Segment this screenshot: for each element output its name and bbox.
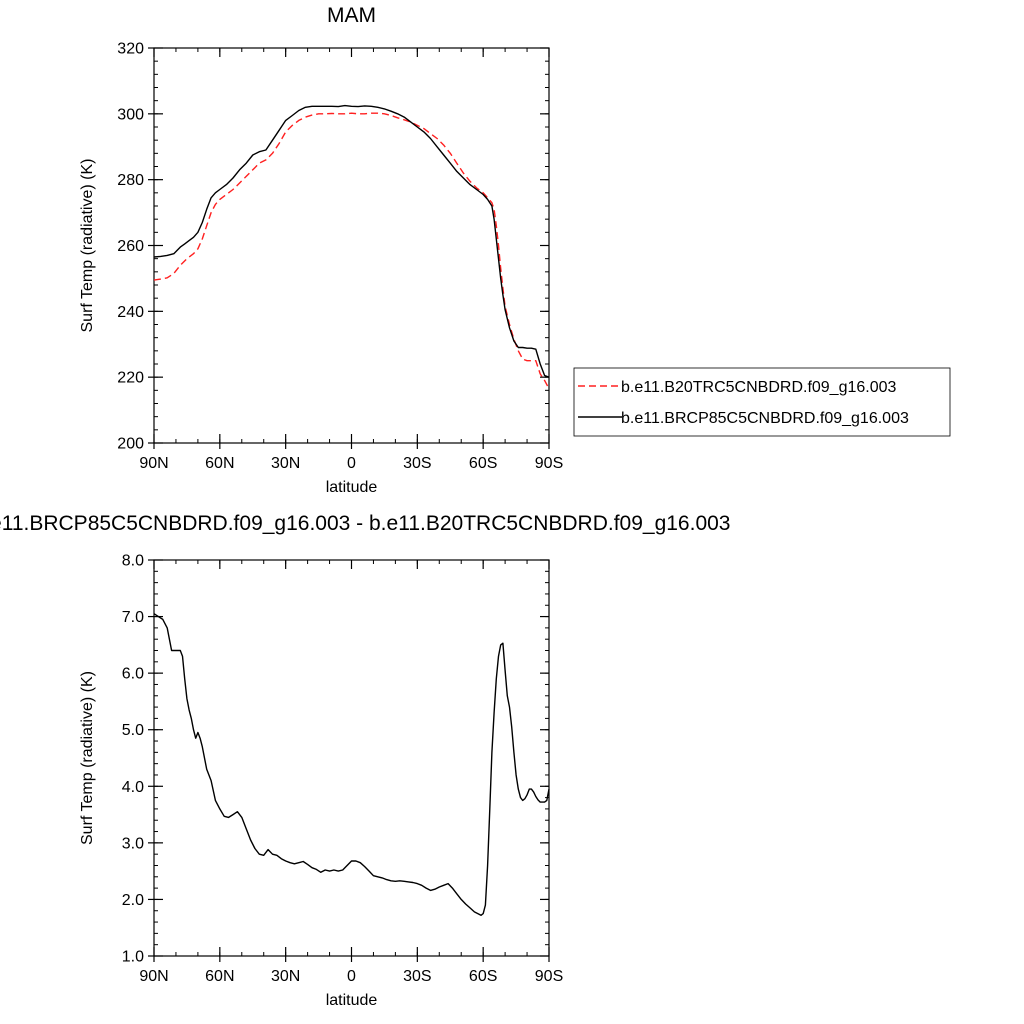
legend-box [573, 367, 951, 437]
y-tick-label: 220 [117, 370, 144, 387]
plot-frame [153, 559, 550, 957]
y-tick-label: 8.0 [122, 553, 144, 570]
y-axis-label: Surf Temp (radiative) (K) [79, 159, 96, 333]
x-tick-label: 30S [403, 455, 431, 472]
legend-label-2: b.e11.BRCP85C5CNBDRD.f09_g16.003 [621, 410, 909, 427]
y-tick-label: 200 [117, 436, 144, 453]
x-tick-label: 90N [139, 455, 168, 472]
y-tick-label: 3.0 [122, 835, 144, 852]
y-tick-label: 280 [117, 172, 144, 189]
x-tick-label: 60N [205, 455, 234, 472]
x-axis-label: latitude [326, 479, 378, 496]
x-tick-label: 30N [271, 455, 300, 472]
y-tick-label: 1.0 [122, 949, 144, 966]
y-tick-label: 260 [117, 238, 144, 255]
x-tick-label: 60N [205, 968, 234, 985]
y-tick-label: 2.0 [122, 892, 144, 909]
y-tick-label: 240 [117, 304, 144, 321]
x-tick-label: 0 [347, 968, 356, 985]
y-tick-label: 320 [117, 41, 144, 58]
y-tick-label: 7.0 [122, 609, 144, 626]
x-tick-label: 90N [139, 968, 168, 985]
y-tick-label: 4.0 [122, 779, 144, 796]
y-axis-label: Surf Temp (radiative) (K) [79, 671, 96, 845]
x-axis-label: latitude [326, 992, 378, 1009]
legend-label-1: b.e11.B20TRC5CNBDRD.f09_g16.003 [621, 379, 897, 396]
x-tick-label: 90S [535, 968, 563, 985]
chart-title: MAM [327, 4, 376, 27]
plot-frame [153, 47, 550, 444]
chart-panel-1: MAM 200 220 240 260 280 300 320 90N 60N 30N 0 30S 60S… [79, 4, 951, 496]
x-tick-label: 30N [271, 968, 300, 985]
x-tick-label: 90S [535, 455, 563, 472]
chart-title: b.e11.BRCP85C5CNBDRD.f09_g16.003 - b.e11… [0, 512, 730, 535]
legend: b.e11.B20TRC5CNBDRD.f09_g16.003 b.e11.BRC… [573, 367, 951, 437]
x-tick-label: 30S [403, 968, 431, 985]
chart-panel-2: b.e11.BRCP85C5CNBDRD.f09_g16.003 - b.e11… [0, 512, 730, 1009]
series-line-2 [153, 104, 550, 378]
x-tick-label: 0 [347, 455, 356, 472]
x-tick-label: 60S [469, 968, 497, 985]
series-line-1 [153, 112, 550, 390]
y-tick-label: 6.0 [122, 666, 144, 683]
y-tick-label: 300 [117, 106, 144, 123]
y-tick-label: 5.0 [122, 722, 144, 739]
series-line-1 [153, 613, 550, 916]
x-tick-label: 60S [469, 455, 497, 472]
